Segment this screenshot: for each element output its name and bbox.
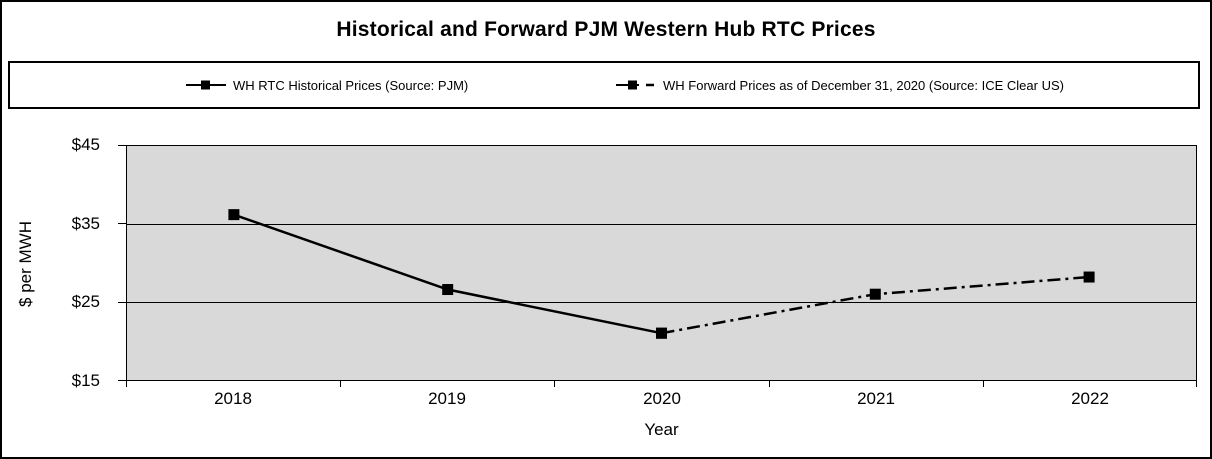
x-tick-mark	[769, 381, 770, 387]
legend: WH RTC Historical Prices (Source: PJM) W…	[8, 61, 1200, 109]
x-tick-mark	[126, 381, 127, 387]
y-tick-label: $45	[71, 135, 100, 154]
x-tick-label: 2018	[214, 389, 252, 408]
y-tick-label: $35	[71, 214, 100, 233]
legend-label-historical: WH RTC Historical Prices (Source: PJM)	[233, 77, 469, 93]
dash-dot-line-square-marker-icon	[616, 80, 654, 90]
gridline-35	[127, 223, 1196, 225]
x-tick-mark	[983, 381, 984, 387]
y-tick-mark	[118, 380, 126, 381]
x-tick-mark	[554, 381, 555, 387]
x-axis-title: Year	[644, 420, 679, 439]
x-tick-label: 2020	[643, 389, 681, 408]
plot-area	[126, 145, 1197, 381]
y-tick-mark	[118, 223, 126, 224]
solid-line-square-marker-icon	[186, 80, 226, 90]
gridline-25	[127, 302, 1196, 303]
x-tick-label: 2021	[857, 389, 895, 408]
legend-entry-historical: WH RTC Historical Prices (Source: PJM)	[186, 63, 468, 107]
legend-entry-forward: WH Forward Prices as of December 31, 202…	[616, 63, 1064, 107]
chart-title: Historical and Forward PJM Western Hub R…	[336, 18, 876, 41]
x-tick-mark	[1196, 381, 1197, 387]
y-tick-label: $15	[71, 371, 100, 390]
y-tick-mark	[118, 145, 126, 146]
legend-label-forward: WH Forward Prices as of December 31, 202…	[663, 77, 1064, 93]
x-tick-label: 2019	[428, 389, 466, 408]
y-tick-mark	[118, 302, 126, 303]
x-tick-label: 2022	[1071, 389, 1109, 408]
data-series-lines	[228, 209, 1095, 339]
y-tick-label: $25	[71, 292, 100, 311]
x-tick-mark	[340, 381, 341, 387]
